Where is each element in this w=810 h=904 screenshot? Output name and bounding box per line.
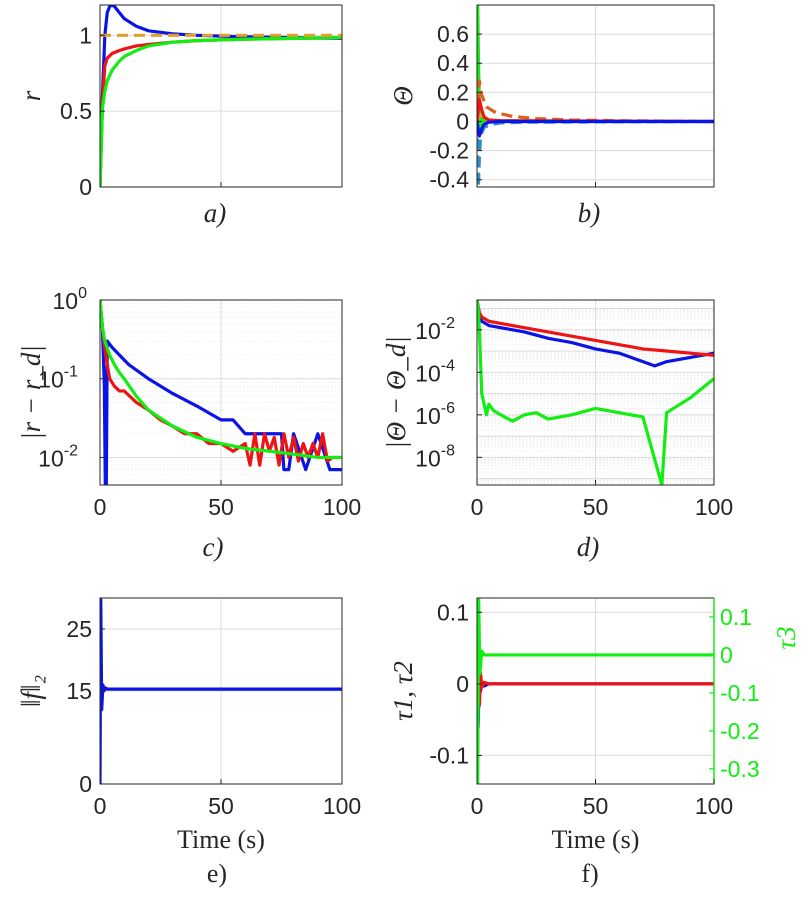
y-tick-label: -0.2 — [429, 138, 469, 164]
y-tick-label: 0.6 — [437, 21, 469, 47]
y-tick-label: 0.4 — [437, 50, 469, 76]
subplot-d: 10-8 10-6 10-4 10-2 0 50 100 d) |Θ − Θ_d| — [381, 299, 733, 562]
y-tick-label: 10-2 — [38, 442, 78, 471]
subplot-caption: a) — [204, 198, 227, 228]
series-group — [477, 300, 714, 485]
y-tick-label: -0.1 — [429, 742, 469, 768]
y-tick-label: 10-4 — [415, 357, 455, 386]
y-tick-label: 0.2 — [437, 79, 469, 105]
y-tick-label: 10-8 — [415, 442, 455, 471]
y-tick-label: 0 — [79, 771, 92, 797]
series-green — [477, 300, 714, 485]
x-axis-label: Time (s) — [177, 825, 265, 854]
x-tick-label: 0 — [471, 494, 484, 520]
y-tick-label: 0 — [456, 671, 469, 697]
series-green — [477, 598, 714, 784]
series-group — [100, 5, 342, 187]
series-green — [100, 300, 342, 460]
y-tick-label: 0 — [456, 108, 469, 134]
y-axis-label: r — [16, 90, 46, 101]
x-tick-label: 50 — [583, 494, 609, 520]
series-group — [477, 598, 714, 784]
subplot-e: 0 15 25 0 50 100 Time (s) e) ‖f‖₂ — [16, 597, 361, 888]
y-tick-label: 10-2 — [415, 315, 455, 344]
subplot-b: -0.4 -0.2 0 0.2 0.4 0.6 b) Θ — [388, 4, 715, 228]
x-axis-label: Time (s) — [552, 825, 640, 854]
y-tick-label: 10-6 — [415, 400, 455, 429]
series-green — [100, 36, 342, 187]
y-axis-label: |Θ − Θ_d| — [381, 336, 411, 449]
series-group — [100, 300, 342, 485]
series-blue — [477, 300, 714, 368]
subplot-caption: d) — [577, 532, 600, 562]
y-axis-label: |r − r_d| — [16, 345, 46, 440]
series-group — [100, 598, 342, 784]
x-tick-label: 100 — [323, 494, 361, 520]
y-tick-label: 0 — [79, 174, 92, 200]
y-tick-label: 25 — [66, 616, 92, 642]
y-tick-label-right: 0 — [720, 642, 733, 668]
y-tick-label: 100 — [53, 285, 88, 314]
y-tick-label: 0.1 — [437, 599, 469, 625]
x-tick-label: 0 — [94, 494, 107, 520]
y-axis-label-right: τ3 — [771, 626, 801, 649]
x-tick-label: 100 — [323, 793, 361, 819]
series-blue — [100, 300, 342, 485]
y-tick-label-right: -0.3 — [720, 756, 760, 782]
subplot-caption: e) — [207, 859, 227, 888]
series-group — [477, 5, 714, 187]
x-tick-label: 0 — [471, 793, 484, 819]
y-axis-label: ‖f‖₂ — [16, 675, 46, 707]
x-tick-label: 50 — [208, 494, 234, 520]
x-tick-label: 50 — [208, 793, 234, 819]
x-tick-label: 50 — [583, 793, 609, 819]
subplot-caption: f) — [581, 859, 598, 888]
y-axis-label: Θ — [388, 86, 418, 106]
y-axis-label: τ1, τ2 — [388, 661, 418, 721]
subplot-caption: c) — [203, 532, 224, 562]
series-red — [477, 300, 714, 357]
y-tick-label: 0.5 — [60, 98, 92, 124]
y-tick-label: 1 — [79, 22, 92, 48]
x-tick-label: 0 — [94, 793, 107, 819]
y-tick-label: -0.4 — [429, 167, 469, 193]
y-tick-label-right: -0.2 — [720, 718, 760, 744]
y-tick-label: 15 — [66, 678, 92, 704]
subplot-a: 0 0.5 1 a) r — [16, 4, 343, 228]
x-tick-label: 100 — [695, 494, 733, 520]
series-blue — [100, 598, 342, 784]
series-blue — [477, 119, 714, 138]
y-tick-label-right: 0.1 — [720, 604, 752, 630]
y-tick-label-right: -0.1 — [720, 680, 760, 706]
subplot-caption: b) — [578, 198, 601, 228]
x-tick-label: 100 — [695, 793, 733, 819]
